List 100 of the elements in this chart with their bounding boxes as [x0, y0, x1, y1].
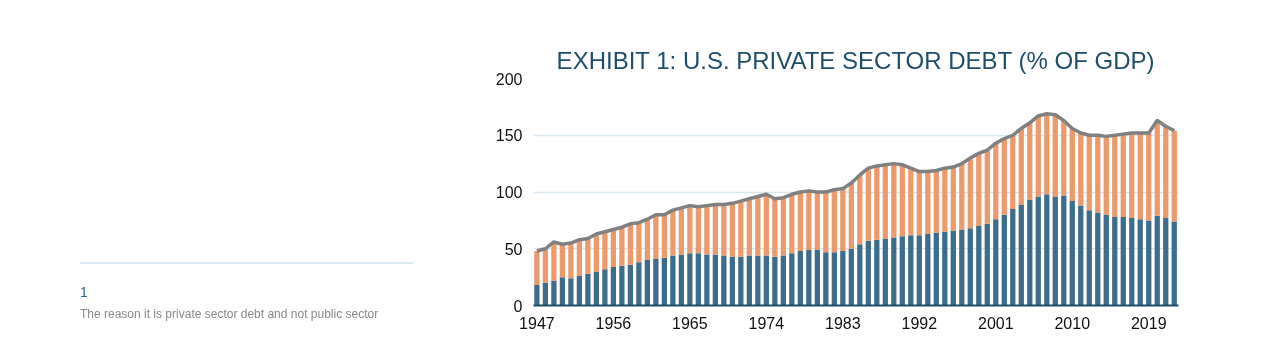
bar — [636, 262, 642, 306]
bar — [687, 253, 693, 306]
bar — [534, 285, 540, 306]
y-tick-label: 100 — [495, 184, 523, 201]
bar — [942, 168, 948, 232]
bar — [1163, 126, 1169, 219]
bar — [959, 229, 965, 306]
bar — [780, 197, 786, 256]
bar — [1103, 214, 1109, 306]
bar — [712, 254, 718, 306]
x-tick-label: 1983 — [825, 314, 861, 332]
bar — [772, 198, 778, 257]
bar — [644, 260, 651, 306]
bar — [857, 174, 863, 245]
bar — [942, 231, 948, 306]
bar — [874, 239, 880, 306]
x-tick-label: 1992 — [901, 314, 938, 332]
bar — [661, 214, 667, 258]
bar — [831, 252, 837, 306]
bar — [967, 228, 973, 306]
bar — [1146, 220, 1152, 306]
bar — [1095, 212, 1101, 306]
bar — [1069, 128, 1075, 202]
bar — [806, 190, 812, 250]
bar — [568, 243, 574, 279]
bar — [882, 164, 888, 239]
x-tick-label: 1965 — [672, 314, 708, 332]
bar — [738, 256, 744, 306]
bar — [746, 255, 752, 306]
bar — [542, 282, 549, 306]
bar — [1010, 135, 1016, 210]
bar — [1112, 216, 1118, 306]
x-tick-label: 2010 — [1054, 314, 1091, 332]
bar — [738, 201, 744, 257]
bar — [984, 223, 990, 306]
bar — [568, 278, 574, 306]
bar — [670, 255, 676, 306]
bar — [670, 210, 676, 256]
bar — [1146, 132, 1152, 221]
bar — [848, 248, 854, 306]
bar — [695, 206, 701, 254]
y-tick-label: 200 — [495, 70, 523, 88]
bar — [1095, 135, 1101, 213]
bar — [653, 258, 659, 306]
bar — [755, 196, 761, 256]
bar — [1129, 132, 1135, 219]
bar — [959, 163, 965, 230]
bar — [916, 171, 922, 236]
bar — [636, 222, 642, 263]
bar — [704, 205, 710, 255]
bar — [1137, 219, 1143, 306]
bar — [789, 253, 795, 306]
bar — [585, 238, 591, 274]
bar — [653, 214, 659, 259]
bar — [1035, 196, 1041, 306]
bar — [950, 230, 956, 306]
bar — [1129, 218, 1135, 306]
bar — [865, 240, 871, 306]
bar — [1078, 132, 1084, 206]
line-series — [535, 111, 1176, 253]
bar — [1171, 130, 1177, 222]
x-tick-label: 2019 — [1130, 314, 1167, 332]
bar — [874, 165, 880, 240]
bar — [712, 204, 718, 255]
bar — [627, 223, 634, 265]
bar — [1112, 135, 1118, 217]
bar — [559, 277, 566, 306]
bar — [993, 219, 999, 306]
bar — [1061, 120, 1067, 196]
bar — [899, 164, 905, 237]
bar — [780, 255, 786, 306]
bar — [891, 163, 897, 238]
bar — [763, 255, 769, 306]
bar — [1171, 221, 1177, 306]
bar — [1103, 136, 1109, 215]
bar — [1120, 134, 1126, 217]
text: 1 — [80, 283, 89, 302]
bar — [551, 241, 557, 281]
bar — [602, 231, 608, 270]
bar — [984, 150, 990, 224]
bar — [585, 273, 591, 306]
bar — [619, 265, 625, 306]
bar — [1052, 114, 1058, 197]
bar — [797, 192, 803, 252]
bar — [1069, 201, 1075, 306]
bar — [1086, 135, 1092, 211]
bar — [1010, 209, 1016, 306]
y-tick-label: 50 — [504, 240, 523, 258]
bar — [1001, 214, 1007, 306]
bar — [1018, 204, 1024, 306]
bar — [1052, 196, 1058, 306]
bar — [806, 249, 812, 306]
bar — [542, 248, 549, 283]
bar — [602, 269, 608, 306]
bar — [882, 238, 888, 306]
bar — [661, 257, 667, 306]
bar — [831, 189, 837, 253]
bar — [644, 219, 651, 261]
bar — [797, 251, 803, 306]
bar — [610, 229, 617, 267]
